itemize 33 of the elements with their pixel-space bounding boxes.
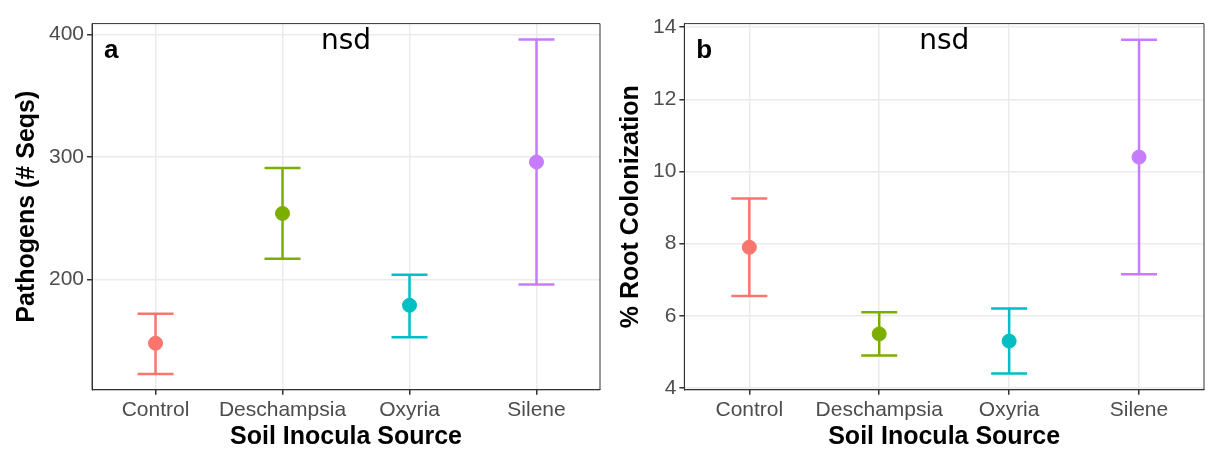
x-tick-label: Oxyria bbox=[978, 397, 1040, 421]
x-axis-title: Soil Inocula Source bbox=[828, 420, 1061, 449]
y-tick-label: 4 bbox=[664, 374, 677, 398]
y-tick-label: 12 bbox=[653, 86, 677, 110]
annotation: nsd bbox=[919, 22, 970, 56]
x-tick-label: Silene bbox=[1109, 397, 1169, 421]
y-tick-label: 6 bbox=[664, 302, 677, 326]
y-tick-label: 14 bbox=[653, 14, 677, 37]
x-axis-title: Soil Inocula Source bbox=[230, 420, 463, 449]
annotation: b bbox=[696, 33, 713, 64]
y-tick-label: 8 bbox=[664, 230, 677, 254]
y-tick-label: 400 bbox=[48, 21, 85, 45]
x-tick-label: Oxyria bbox=[379, 397, 441, 421]
y-axis-title: Pathogens (# Seqs) bbox=[10, 90, 39, 323]
y-tick-label: 10 bbox=[653, 158, 677, 182]
point bbox=[529, 154, 545, 170]
x-tick-label: Control bbox=[715, 397, 784, 421]
x-tick-label: Silene bbox=[507, 397, 566, 421]
point bbox=[871, 326, 887, 342]
point bbox=[148, 335, 164, 351]
point bbox=[741, 239, 757, 255]
annotation: a bbox=[104, 33, 120, 64]
y-tick-label: 200 bbox=[48, 266, 85, 290]
x-tick-label: Deschampsia bbox=[218, 397, 347, 421]
point bbox=[1131, 149, 1147, 165]
x-tick-label: Control bbox=[121, 397, 190, 421]
x-tick-label: Deschampsia bbox=[815, 397, 944, 421]
point bbox=[275, 205, 291, 221]
y-tick-label: 300 bbox=[48, 143, 85, 167]
point bbox=[402, 297, 418, 313]
y-axis-title: % Root Colonization bbox=[614, 85, 643, 329]
point bbox=[1001, 333, 1017, 349]
annotation: nsd bbox=[320, 22, 372, 56]
